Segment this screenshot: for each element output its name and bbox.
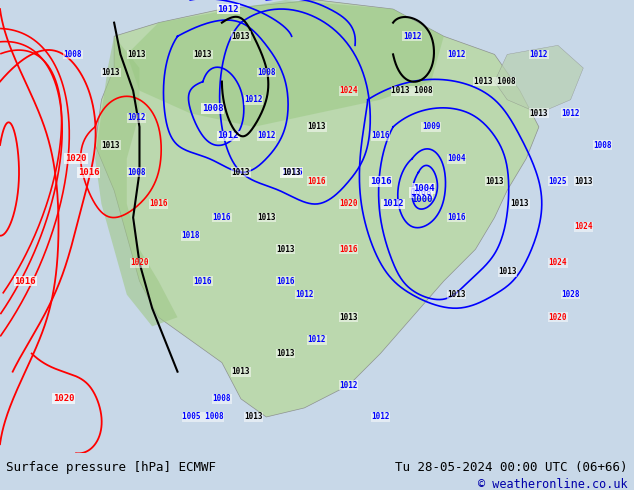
Text: 1012: 1012 — [529, 50, 548, 59]
Text: 1016: 1016 — [149, 199, 168, 208]
Text: 1024: 1024 — [339, 86, 358, 95]
Text: 1013: 1013 — [307, 122, 327, 131]
Text: 1008: 1008 — [593, 141, 612, 149]
Text: 1012: 1012 — [217, 131, 239, 141]
Text: 1013: 1013 — [231, 367, 250, 376]
Text: 1016: 1016 — [371, 131, 390, 141]
Text: 1012: 1012 — [217, 4, 239, 14]
Text: 1020: 1020 — [53, 394, 74, 403]
Text: 1012: 1012 — [561, 109, 580, 118]
Text: 1020: 1020 — [130, 258, 149, 268]
Text: 1024: 1024 — [574, 222, 593, 231]
Polygon shape — [127, 0, 444, 127]
Text: 1013: 1013 — [529, 109, 548, 118]
Text: 1016: 1016 — [15, 276, 36, 286]
Text: 1008: 1008 — [257, 68, 276, 77]
Text: 1028: 1028 — [561, 290, 580, 299]
Text: 1013: 1013 — [193, 50, 212, 59]
Text: 1012: 1012 — [295, 290, 314, 299]
Text: 1013: 1013 — [282, 168, 301, 177]
Text: 1013: 1013 — [498, 268, 517, 276]
Text: 1012: 1012 — [257, 131, 276, 141]
Text: 1016: 1016 — [447, 213, 466, 222]
Text: 1012: 1012 — [307, 336, 327, 344]
Text: 1024: 1024 — [548, 258, 567, 268]
Text: Tu 28-05-2024 00:00 UTC (06+66): Tu 28-05-2024 00:00 UTC (06+66) — [395, 462, 628, 474]
Text: 1020: 1020 — [65, 154, 87, 163]
Text: 1013: 1013 — [276, 245, 295, 254]
Text: 1004: 1004 — [413, 184, 434, 193]
Polygon shape — [495, 46, 583, 113]
Text: 1008: 1008 — [410, 188, 432, 197]
Text: 1016: 1016 — [281, 168, 302, 177]
Text: 1008: 1008 — [63, 50, 82, 59]
Text: 1016: 1016 — [307, 177, 327, 186]
Text: 1016: 1016 — [212, 213, 231, 222]
Text: 1013: 1013 — [574, 177, 593, 186]
Text: 1013: 1013 — [510, 199, 529, 208]
Text: 1013: 1013 — [231, 168, 250, 177]
Polygon shape — [95, 0, 539, 417]
Text: 1008: 1008 — [212, 394, 231, 403]
Text: 1012: 1012 — [127, 113, 146, 122]
Text: 1016: 1016 — [276, 276, 295, 286]
Text: 1009: 1009 — [422, 122, 441, 131]
Text: 1013: 1013 — [244, 413, 263, 421]
Polygon shape — [95, 36, 178, 326]
Text: 1013: 1013 — [276, 349, 295, 358]
Text: 1013: 1013 — [339, 313, 358, 322]
Text: 1013: 1013 — [485, 177, 504, 186]
Text: 1013: 1013 — [127, 50, 146, 59]
Text: 1012: 1012 — [447, 50, 466, 59]
Text: 1013: 1013 — [101, 68, 120, 77]
Text: 1025: 1025 — [548, 177, 567, 186]
Text: 1016: 1016 — [339, 245, 358, 254]
Text: 1012: 1012 — [244, 95, 263, 104]
Text: 1016: 1016 — [78, 168, 100, 177]
Text: 1013 1008: 1013 1008 — [474, 77, 515, 86]
Text: 1016: 1016 — [193, 276, 212, 286]
Text: 1020: 1020 — [548, 313, 567, 322]
Text: 1018: 1018 — [181, 231, 200, 240]
Text: © weatheronline.co.uk: © weatheronline.co.uk — [478, 478, 628, 490]
Text: 1008: 1008 — [127, 168, 146, 177]
Text: 1008: 1008 — [202, 104, 223, 113]
Text: 1013: 1013 — [231, 32, 250, 41]
Text: 1012: 1012 — [382, 199, 404, 208]
Text: 1005 1008: 1005 1008 — [182, 413, 224, 421]
Text: 1012: 1012 — [339, 381, 358, 390]
Text: 1013: 1013 — [257, 213, 276, 222]
Text: 1012: 1012 — [403, 32, 422, 41]
Text: Surface pressure [hPa] ECMWF: Surface pressure [hPa] ECMWF — [6, 462, 216, 474]
Text: 1000: 1000 — [411, 195, 432, 204]
Text: 1013 1008: 1013 1008 — [391, 86, 433, 95]
Text: 1004: 1004 — [447, 154, 466, 163]
Text: 1013: 1013 — [101, 141, 120, 149]
Text: 1020: 1020 — [339, 199, 358, 208]
Text: 1016: 1016 — [370, 177, 391, 186]
Text: 1012: 1012 — [371, 413, 390, 421]
Text: 1013: 1013 — [447, 290, 466, 299]
